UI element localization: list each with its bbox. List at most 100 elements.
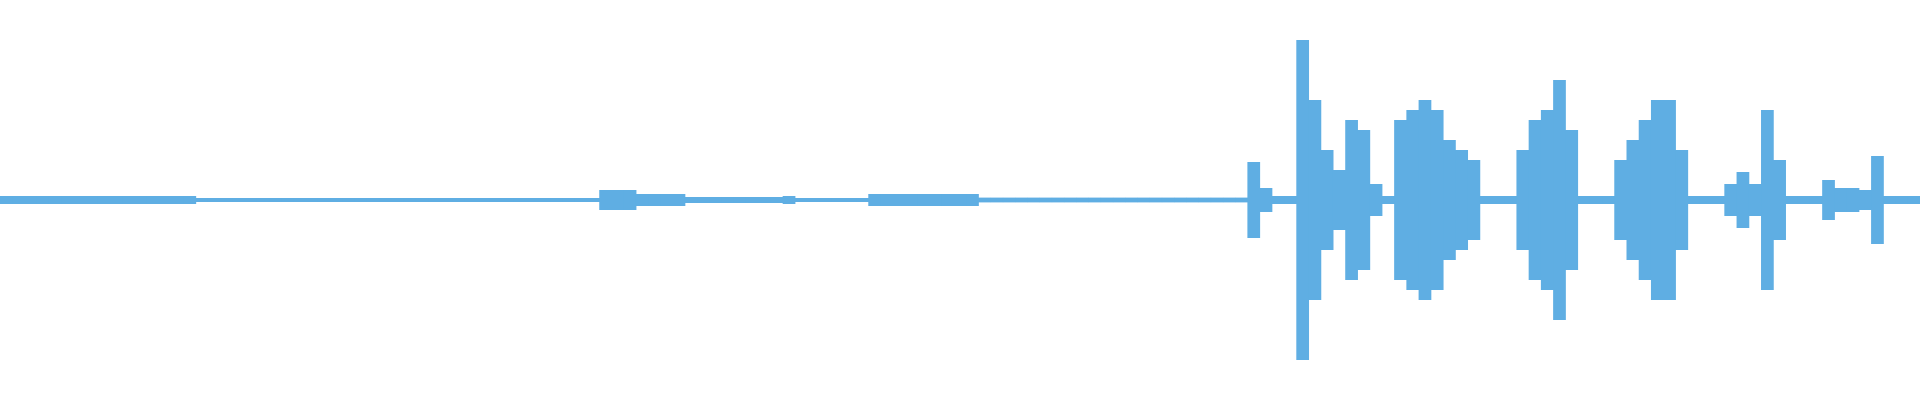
wave-segment: [892, 194, 906, 206]
wave-segment: [1345, 120, 1358, 280]
wave-segment: [61, 196, 74, 204]
wave-segment: [721, 197, 735, 203]
wave-segment: [1161, 197, 1175, 203]
wave-segment: [1088, 197, 1102, 203]
wave-segment: [48, 196, 62, 204]
wave-segment: [1430, 110, 1444, 290]
wave-segment: [1125, 197, 1138, 203]
wave-segment: [1907, 196, 1920, 204]
wave-segment: [183, 196, 197, 204]
wave-segment: [110, 196, 123, 204]
wave-segment: [1369, 184, 1383, 216]
wave-segment: [1834, 188, 1848, 212]
wave-segment: [648, 194, 661, 206]
wave-segment: [1381, 196, 1395, 204]
wave-segment: [1724, 184, 1738, 216]
wave-segment: [1809, 196, 1823, 204]
wave-segment: [599, 190, 612, 210]
wave-segment: [513, 198, 527, 202]
wave-segment: [1063, 197, 1077, 203]
wave-segment: [134, 196, 148, 204]
wave-segment: [538, 198, 551, 202]
wave-segment: [305, 198, 319, 202]
wave-segment: [1761, 110, 1774, 290]
wave-segment: [1284, 196, 1297, 204]
wave-segment: [904, 194, 918, 206]
wave-segment: [1210, 197, 1224, 203]
wave-segment: [978, 197, 992, 203]
wave-segment: [146, 196, 160, 204]
wave-segment: [1858, 190, 1872, 210]
wave-segment: [415, 198, 429, 202]
wave-segment: [0, 196, 13, 204]
wave-segment: [501, 198, 515, 202]
wave-segment: [317, 198, 331, 202]
wave-segment: [831, 198, 845, 202]
wave-segment: [770, 197, 784, 203]
wave-segment: [122, 196, 136, 204]
wave-segment: [525, 198, 539, 202]
wave-segment: [452, 198, 466, 202]
wave-segment: [207, 198, 221, 202]
wave-segment: [1626, 140, 1640, 260]
wave-segment: [1271, 196, 1285, 204]
wave-segment: [391, 198, 405, 202]
wave-segment: [1638, 120, 1652, 280]
wave-segment: [1406, 110, 1420, 290]
wave-segment: [354, 198, 368, 202]
wave-segment: [1247, 162, 1261, 238]
wave-segment: [819, 198, 833, 202]
wave-segment: [623, 190, 637, 210]
wave-segment: [1773, 160, 1786, 240]
wave-segment: [672, 194, 686, 206]
wave-segment: [1675, 150, 1689, 250]
wave-segment: [464, 198, 478, 202]
wave-segment: [1308, 100, 1322, 300]
wave-segment: [428, 198, 441, 202]
wave-segment: [807, 198, 820, 202]
wave-segment: [1443, 140, 1456, 260]
wave-segment: [880, 194, 894, 206]
wave-segment: [1235, 197, 1248, 203]
wave-segment: [1051, 197, 1065, 203]
wave-segment: [587, 198, 600, 202]
wave-segment: [758, 197, 771, 203]
wave-segment: [1418, 100, 1432, 300]
wave-segment: [1222, 197, 1236, 203]
wave-segment: [171, 196, 184, 204]
wave-segment: [293, 198, 307, 202]
wave-segment: [1002, 197, 1016, 203]
wave-segment: [379, 198, 392, 202]
wave-segment: [85, 196, 99, 204]
wave-segment: [256, 198, 270, 202]
wave-segment: [1137, 197, 1151, 203]
wave-segment: [917, 194, 930, 206]
wave-segment: [1149, 197, 1163, 203]
wave-segment: [1540, 110, 1554, 290]
wave-segment: [330, 198, 343, 202]
wave-segment: [489, 198, 502, 202]
wave-segment: [550, 198, 564, 202]
wave-segment: [1785, 196, 1799, 204]
wave-segment: [342, 198, 356, 202]
wave-segment: [1174, 197, 1187, 203]
wave-segment: [574, 198, 588, 202]
wave-segment: [1712, 196, 1725, 204]
wave-segment: [856, 198, 869, 202]
wave-segment: [1296, 40, 1310, 360]
wave-segment: [697, 197, 710, 203]
wave-segment: [1100, 197, 1114, 203]
wave-segment: [709, 197, 723, 203]
wave-segment: [1650, 100, 1664, 300]
wave-segment: [782, 196, 796, 204]
wave-segment: [635, 194, 649, 206]
wave-segment: [868, 194, 882, 206]
wave-segment: [73, 196, 87, 204]
wave-segment: [611, 190, 625, 210]
wave-segment: [97, 196, 111, 204]
wave-segment: [1027, 197, 1040, 203]
wave-segment: [843, 198, 857, 202]
wave-segment: [1528, 120, 1542, 280]
wave-segment: [953, 194, 967, 206]
